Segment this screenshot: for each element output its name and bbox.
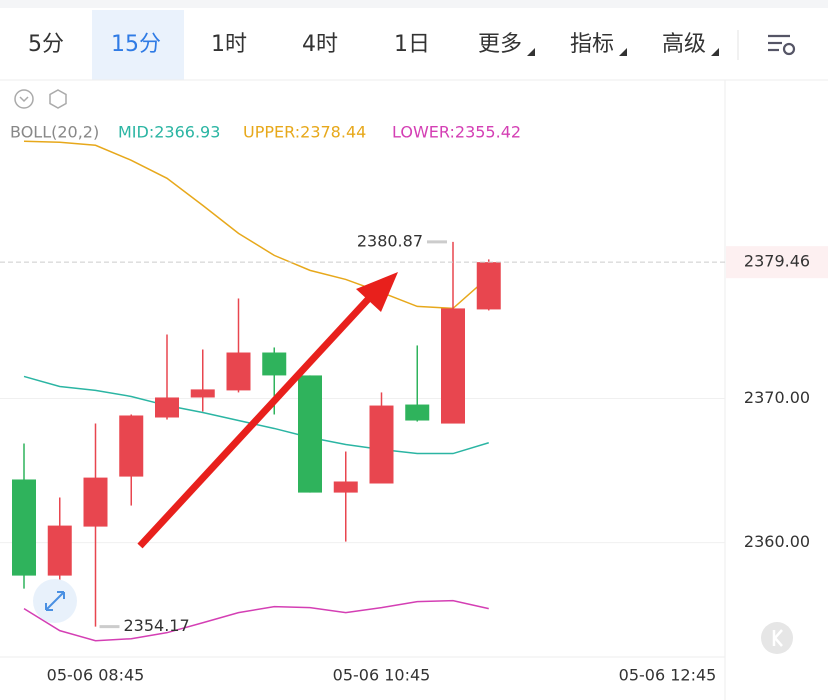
max-label: 2380.87 bbox=[357, 231, 423, 250]
back-button[interactable] bbox=[761, 622, 793, 654]
y-tick-label: 2360.00 bbox=[744, 532, 810, 551]
tab[interactable]: 1日 bbox=[394, 32, 430, 57]
candle-body bbox=[476, 262, 501, 310]
tab[interactable]: 指标 bbox=[570, 32, 614, 57]
indicator-label: UPPER:2378.44 bbox=[243, 123, 366, 142]
candle-body bbox=[405, 404, 430, 421]
settings-icon[interactable] bbox=[49, 89, 67, 109]
candle-body bbox=[333, 481, 358, 493]
dropdown-icon[interactable] bbox=[527, 48, 535, 56]
candle-body bbox=[190, 389, 215, 398]
tab[interactable]: 15分 bbox=[111, 32, 161, 57]
candle-body bbox=[226, 352, 251, 391]
dropdown-icon[interactable] bbox=[619, 48, 627, 56]
indicator-line bbox=[23, 599, 489, 642]
indicator-label: MID:2366.93 bbox=[118, 123, 220, 142]
tab[interactable]: 4时 bbox=[302, 32, 338, 57]
indicator-label: LOWER:2355.42 bbox=[392, 123, 521, 142]
dropdown-icon[interactable] bbox=[711, 48, 719, 56]
tab-active-bg bbox=[92, 10, 184, 80]
candle-body bbox=[119, 415, 144, 477]
x-tick-label: 05-06 08:45 bbox=[47, 666, 145, 685]
candle-body bbox=[262, 352, 287, 376]
tab-bar: 5分 15分 1时 4时 1日 更多 指标 高级 bbox=[28, 10, 706, 80]
tab[interactable]: 1时 bbox=[211, 32, 247, 57]
expand-button[interactable] bbox=[33, 579, 77, 623]
y-tick-label: 2370.00 bbox=[744, 388, 810, 407]
candle-body bbox=[155, 397, 179, 418]
tab[interactable]: 更多 bbox=[478, 32, 522, 57]
trend-arrow bbox=[137, 272, 398, 549]
tab[interactable]: 高级 bbox=[662, 32, 706, 57]
top-strip bbox=[0, 0, 828, 8]
collapse-icon[interactable] bbox=[14, 89, 34, 109]
candle-body bbox=[298, 375, 322, 493]
x-tick-label: 05-06 10:45 bbox=[333, 666, 431, 685]
candle-body bbox=[83, 477, 108, 527]
candle-body bbox=[441, 308, 465, 424]
x-tick-label: 05-06 12:45 bbox=[619, 666, 717, 685]
candle-body bbox=[369, 405, 394, 484]
last-price-bg bbox=[726, 246, 828, 279]
candle-body bbox=[12, 479, 36, 576]
indicator-label: BOLL(20,2) bbox=[10, 123, 99, 142]
tab[interactable]: 5分 bbox=[28, 32, 64, 57]
settings-icon[interactable] bbox=[768, 34, 796, 56]
min-label: 2354.17 bbox=[124, 616, 190, 635]
indicator-line bbox=[23, 140, 490, 310]
candle-body bbox=[47, 525, 72, 576]
last-price-label: 2379.46 bbox=[744, 252, 810, 271]
